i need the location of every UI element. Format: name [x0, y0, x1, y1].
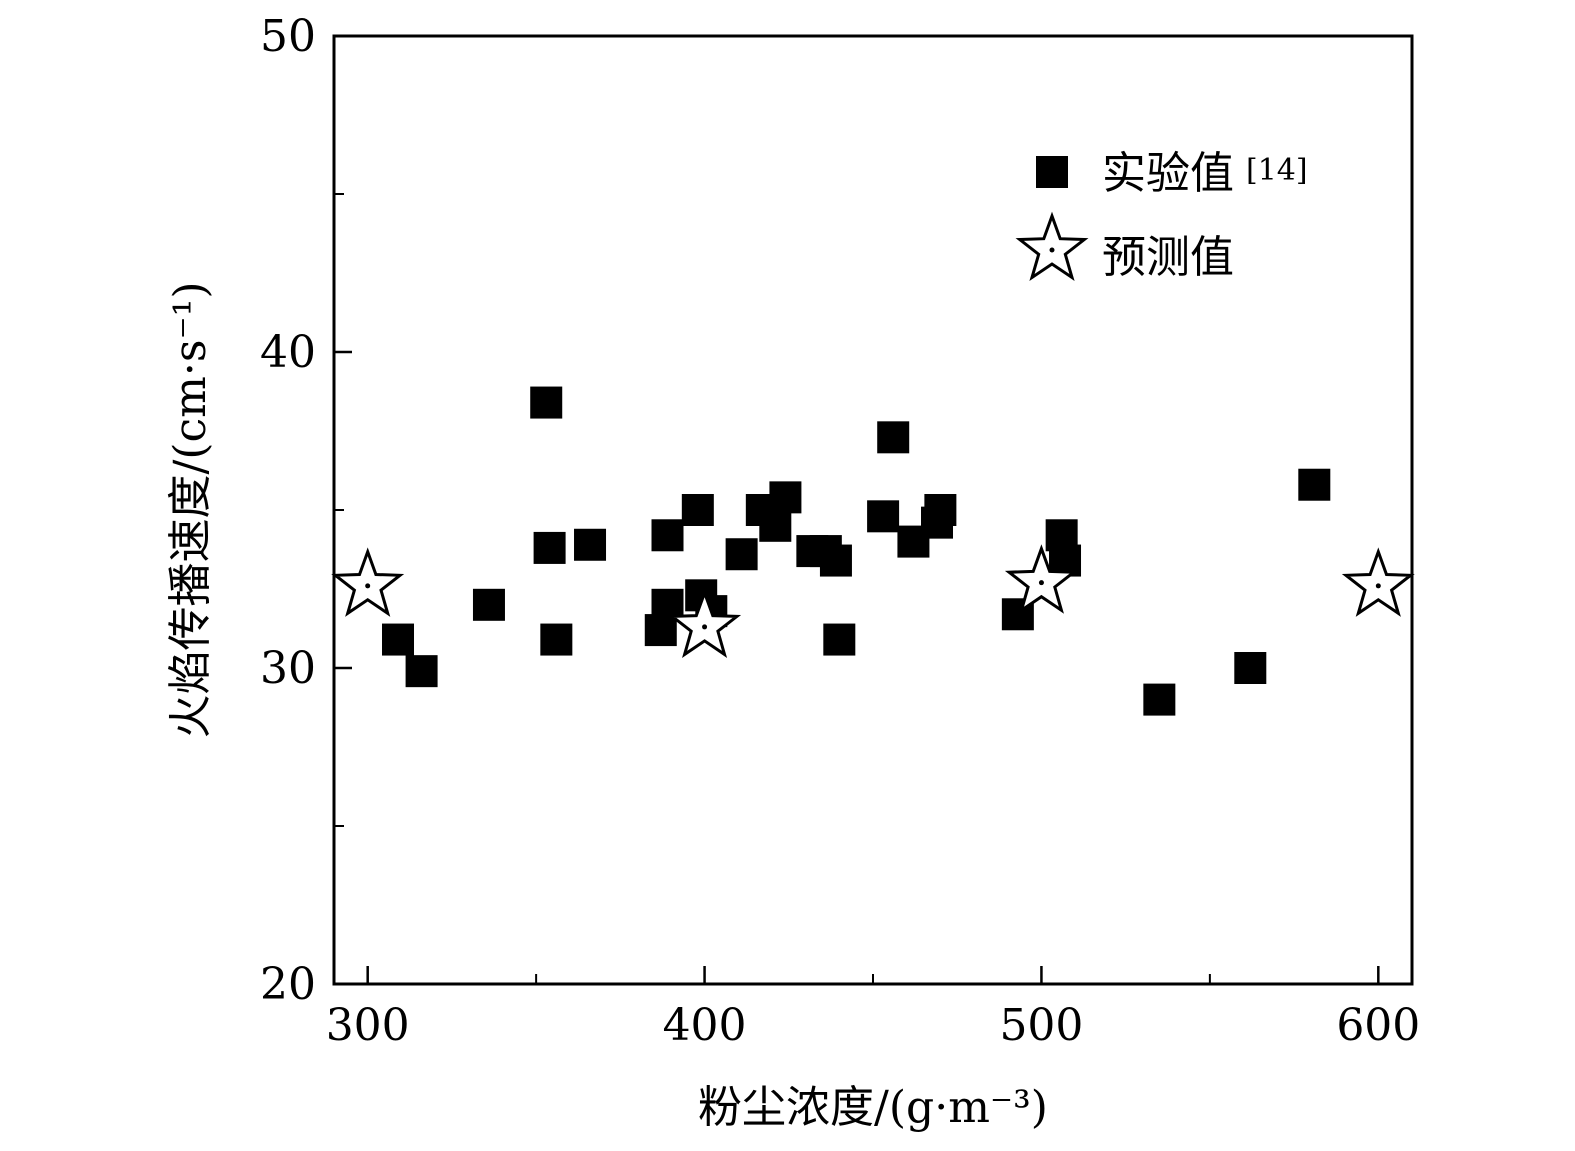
legend-star-center-dot — [1049, 247, 1055, 253]
data-point-star — [1341, 547, 1415, 617]
y-axis-label: 火焰传播速度/(cm·s⁻¹) — [165, 282, 216, 739]
data-point-square — [651, 519, 684, 552]
data-point-square — [867, 500, 900, 533]
data-point-square — [681, 494, 714, 526]
data-point-star-dot — [702, 624, 708, 630]
data-point-square — [1143, 683, 1176, 716]
experimental-points — [382, 386, 1331, 716]
legend-label-experimental: 实验值 — [1102, 148, 1234, 199]
data-point-square — [924, 494, 957, 526]
data-point-square — [533, 531, 566, 564]
data-point-square — [823, 623, 856, 656]
data-point-square — [405, 655, 438, 688]
data-point-square — [1298, 468, 1331, 501]
legend-square-marker — [1036, 156, 1068, 188]
minor-ticks — [334, 193, 1211, 984]
data-point-star — [668, 588, 742, 658]
data-point-star-dot — [1038, 580, 1044, 586]
data-point-square — [382, 623, 415, 656]
data-point-square — [759, 509, 792, 542]
x-tick-label: 500 — [999, 1000, 1083, 1051]
data-point-square — [819, 544, 852, 577]
tick-labels: 300 400 500 600 20 30 40 50 — [260, 11, 1420, 1051]
data-point-square — [574, 528, 607, 561]
x-tick-label: 300 — [326, 1000, 410, 1051]
data-point-star-dot — [1375, 583, 1381, 589]
legend-star-marker — [1015, 211, 1089, 282]
data-point-square — [472, 588, 505, 621]
y-tick-label: 20 — [260, 959, 316, 1010]
x-tick-label: 600 — [1336, 1000, 1420, 1051]
data-point-square — [540, 623, 573, 656]
legend-label-experimental-ref: [14] — [1246, 153, 1308, 188]
data-point-square — [1234, 652, 1267, 684]
data-point-square — [877, 421, 910, 454]
data-point-square — [530, 386, 563, 419]
y-tick-label: 40 — [260, 327, 316, 378]
data-point-star — [1004, 544, 1078, 614]
data-point-square — [769, 481, 802, 514]
plot-frame — [332, 34, 1414, 986]
data-point-star — [331, 547, 405, 617]
x-axis-label: 粉尘浓度/(g·m⁻³) — [698, 1082, 1048, 1133]
data-point-star-dot — [365, 583, 371, 589]
y-tick-label: 50 — [260, 11, 316, 62]
predicted-points — [331, 544, 1415, 658]
data-point-square — [725, 538, 758, 571]
legend-label-predicted: 预测值 — [1102, 232, 1234, 283]
legend: 实验值 [14] 预测值 — [1015, 148, 1308, 283]
x-tick-label: 400 — [663, 1000, 747, 1051]
y-tick-label: 30 — [260, 643, 316, 694]
